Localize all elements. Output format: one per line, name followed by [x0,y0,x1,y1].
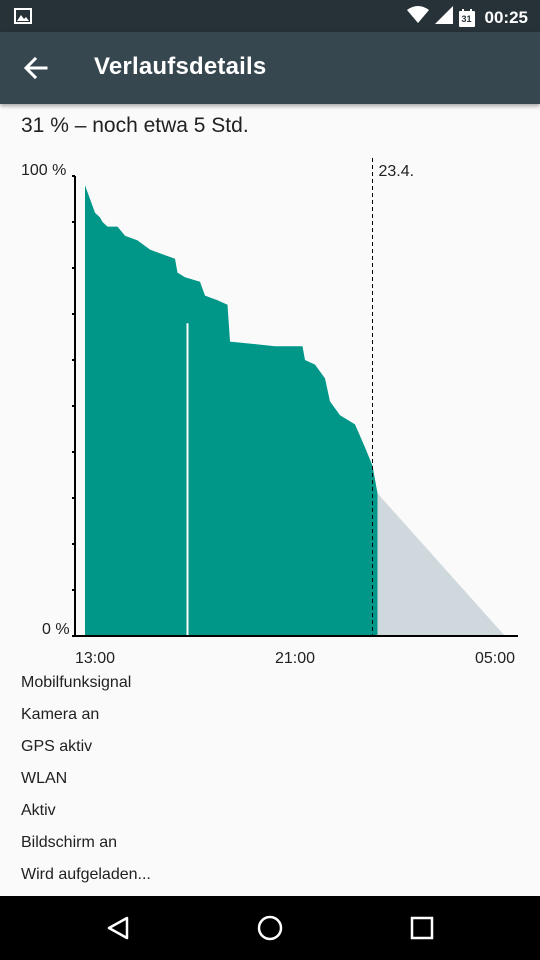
battery-level-area [85,185,378,636]
timeline-label: Aktiv [21,802,56,819]
battery-summary: 31 % – noch etwa 5 Std. [21,114,249,137]
calendar-day: 31 [461,13,472,24]
y-axis-label-top: 100 % [21,162,66,179]
battery-history-chart: 100 % 0 % 13:00 21:00 05:00 23.4. [21,158,518,667]
timeline-label: WLAN [21,770,68,787]
square-recents-icon[interactable] [402,908,442,948]
arrow-back-icon[interactable] [20,52,52,84]
battery-projection-area [377,493,505,636]
x-axis-tick-label: 13:00 [75,650,115,667]
x-axis-tick-label: 21:00 [275,650,315,667]
day-marker-label: 23.4. [379,163,415,180]
timeline-label: Mobilfunksignal [21,674,132,691]
circle-home-icon[interactable] [250,908,290,948]
timeline-label: Bildschirm an [21,834,118,851]
calendar-icon: 31 [458,8,475,27]
x-axis-tick-label: 05:00 [475,650,515,667]
timeline-label: GPS aktiv [21,738,93,755]
timeline-label: Wird aufgeladen... [21,866,151,883]
app-bar: Verlaufsdetails [0,32,540,104]
y-axis-label-bottom: 0 % [42,621,70,638]
status-bar: 31 00:25 [0,0,540,32]
triangle-back-icon[interactable] [98,908,138,948]
image-notification-icon [14,8,32,29]
timeline-label: Kamera an [21,706,100,723]
page-title: Verlaufsdetails [94,53,267,80]
navigation-bar [0,896,540,960]
clock: 00:25 [484,7,528,27]
wifi-icon [406,6,429,29]
cell-signal-icon [434,6,453,29]
